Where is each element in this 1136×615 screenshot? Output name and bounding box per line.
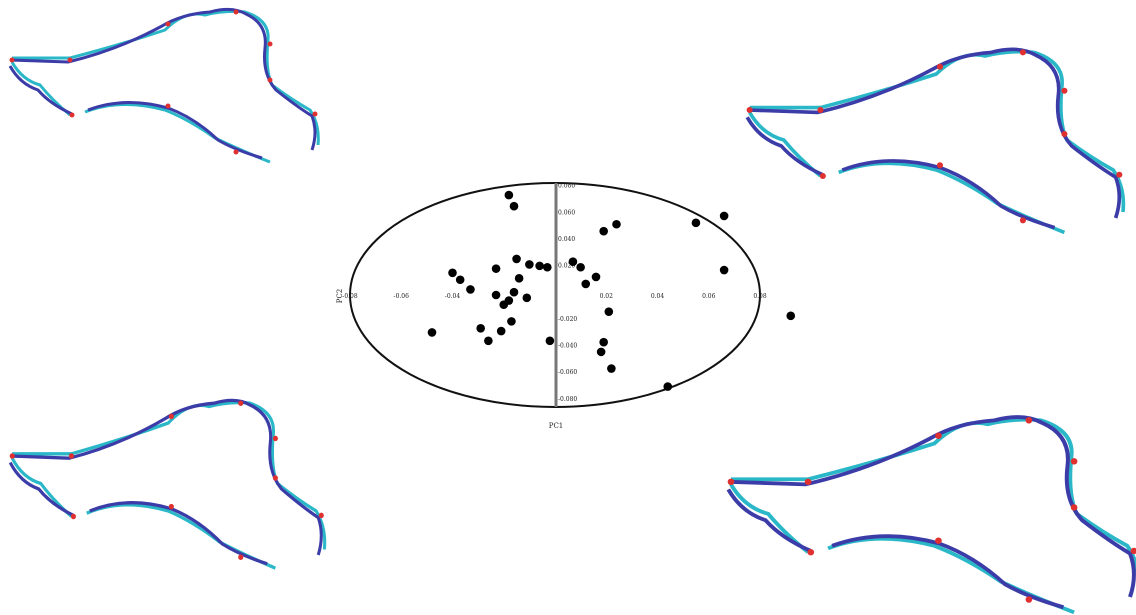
data-point-16 — [581, 279, 591, 289]
data-point-15 — [591, 272, 601, 282]
y-axis-label: PC2 — [336, 289, 344, 304]
data-point-3 — [612, 219, 621, 229]
data-point-2 — [509, 201, 519, 211]
x-tick-label-4: 0.02 — [600, 293, 614, 300]
x-tick-labels: -0.08 -0.06 -0.04 0.02 0.04 0.06 0.08 — [342, 293, 767, 300]
data-point-6 — [719, 211, 729, 221]
shape-panel-bottom-left — [8, 398, 327, 570]
y-tick-label-6: -0.040 — [558, 342, 577, 349]
pca-scatter-plot: -0.08 -0.06 -0.04 0.02 0.04 0.06 0.08 0.0800.0… — [336, 182, 796, 430]
data-point-33 — [604, 307, 614, 316]
data-point-20 — [491, 264, 501, 273]
data-point-11 — [535, 261, 544, 271]
y-tick-label-2: 0.060 — [558, 209, 575, 216]
data-point-36 — [607, 364, 616, 373]
y-tick-label-4: 0.020 — [558, 263, 575, 270]
data-point-12 — [543, 262, 552, 272]
data-point-8 — [786, 311, 796, 321]
shape-panel-top-right — [744, 47, 1126, 235]
y-tick-label-7: -0.060 — [558, 369, 577, 376]
data-point-19 — [466, 285, 475, 294]
data-point-35 — [596, 347, 606, 357]
x-tick-label-5: 0.04 — [651, 293, 665, 300]
y-tick-label-1: 0.080 — [558, 183, 575, 190]
data-points — [427, 190, 796, 391]
data-point-25 — [509, 287, 519, 297]
data-point-32 — [545, 336, 555, 346]
data-point-26 — [522, 293, 532, 303]
data-point-7 — [719, 265, 729, 275]
data-point-14 — [576, 262, 585, 272]
data-point-17 — [448, 268, 457, 278]
y-tick-label-5: -0.020 — [558, 316, 577, 323]
data-point-21 — [514, 274, 524, 283]
data-point-5 — [691, 218, 701, 228]
y-tick-label-3: 0.040 — [558, 236, 575, 243]
x-tick-label-1: -0.08 — [342, 293, 358, 300]
x-axis-label: PC1 — [549, 422, 564, 430]
shape-panel-top-left — [8, 7, 320, 164]
y-tick-labels: 0.080 0.060 0.040 0.020 -0.020 -0.040 -0.060 -0… — [558, 183, 577, 403]
shape-panel-bottom-right — [725, 415, 1136, 615]
data-point-4 — [599, 226, 608, 236]
data-point-37 — [663, 382, 673, 391]
data-point-28 — [496, 326, 506, 336]
data-point-29 — [476, 324, 485, 333]
data-point-22 — [491, 290, 501, 300]
data-point-10 — [525, 260, 534, 269]
x-tick-label-3: -0.04 — [445, 293, 461, 300]
data-point-9 — [512, 254, 521, 264]
data-point-18 — [455, 275, 465, 285]
x-tick-label-2: -0.06 — [394, 293, 410, 300]
data-point-13 — [568, 257, 578, 267]
x-tick-label-6: 0.06 — [702, 293, 716, 300]
y-tick-label-8: -0.080 — [558, 396, 577, 403]
data-point-34 — [599, 337, 608, 347]
data-point-27 — [507, 317, 516, 326]
data-point-31 — [427, 328, 437, 337]
x-tick-label-7: 0.08 — [753, 293, 767, 300]
data-point-30 — [484, 336, 493, 346]
data-point-24 — [499, 300, 509, 310]
data-point-1 — [504, 190, 514, 200]
